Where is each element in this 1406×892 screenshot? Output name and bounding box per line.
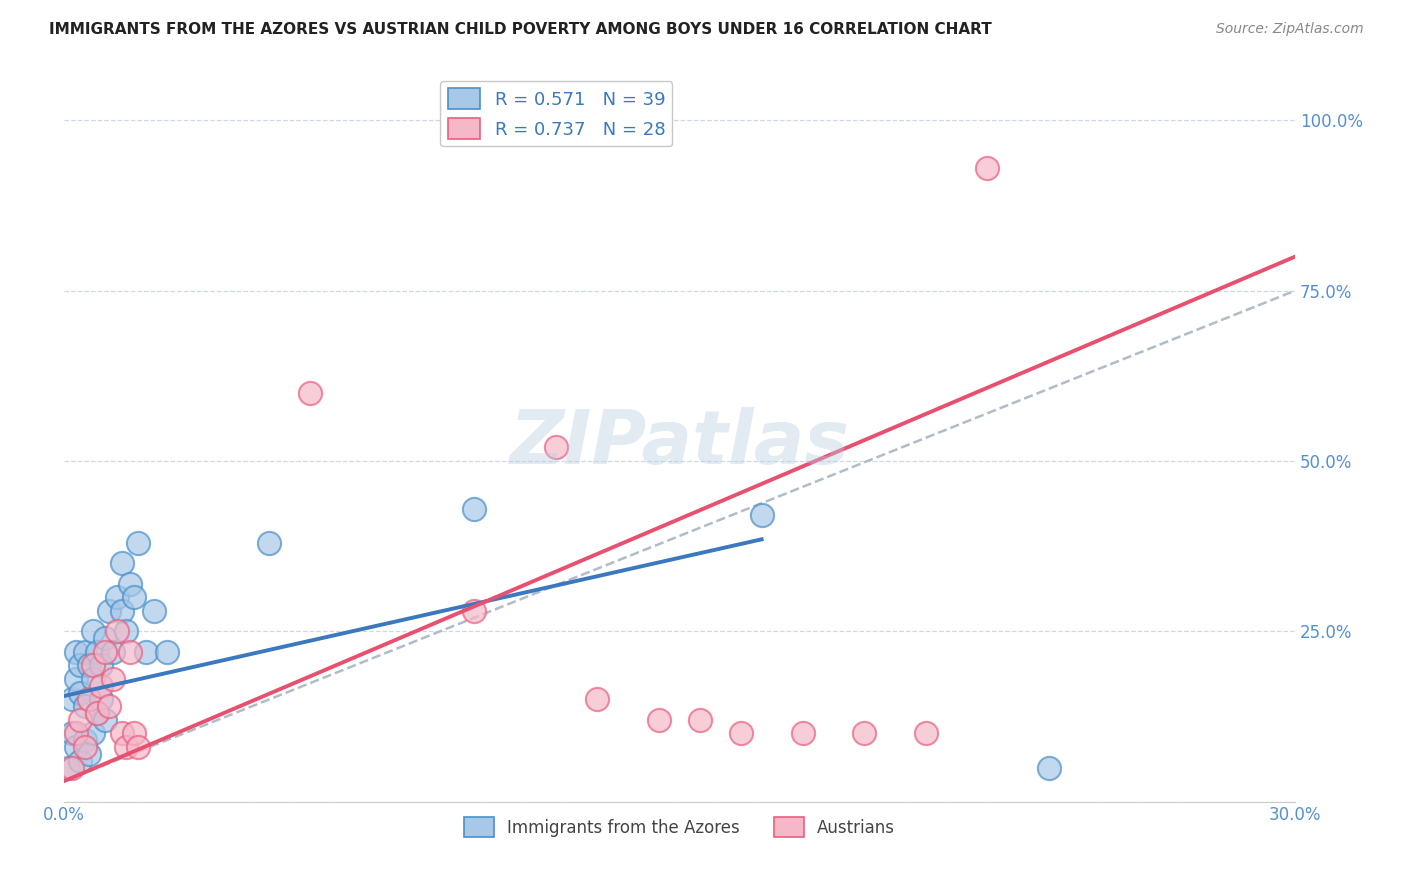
Point — [65, 672, 87, 686]
Text: ZIPatlas: ZIPatlas — [509, 408, 849, 481]
Point — [463, 501, 485, 516]
Point — [648, 713, 671, 727]
Point — [105, 624, 128, 639]
Point — [65, 726, 87, 740]
Point — [82, 624, 104, 639]
Point — [103, 645, 125, 659]
Point — [65, 645, 87, 659]
Point — [86, 645, 108, 659]
Point — [257, 535, 280, 549]
Point — [77, 658, 100, 673]
Point — [114, 624, 136, 639]
Point — [86, 706, 108, 720]
Point — [110, 604, 132, 618]
Point — [98, 604, 121, 618]
Point — [73, 699, 96, 714]
Point — [156, 645, 179, 659]
Point — [110, 726, 132, 740]
Point — [914, 726, 936, 740]
Point — [90, 658, 112, 673]
Point — [730, 726, 752, 740]
Point — [98, 699, 121, 714]
Point — [77, 692, 100, 706]
Point — [1038, 760, 1060, 774]
Point — [546, 441, 568, 455]
Point — [127, 535, 149, 549]
Point — [463, 604, 485, 618]
Point — [94, 631, 117, 645]
Point — [69, 685, 91, 699]
Point — [65, 740, 87, 755]
Point — [82, 658, 104, 673]
Point — [586, 692, 609, 706]
Point — [56, 760, 79, 774]
Point — [689, 713, 711, 727]
Point — [110, 556, 132, 570]
Point — [69, 658, 91, 673]
Point — [792, 726, 814, 740]
Point — [94, 645, 117, 659]
Point — [90, 692, 112, 706]
Point — [135, 645, 157, 659]
Point — [69, 754, 91, 768]
Legend: Immigrants from the Azores, Austrians: Immigrants from the Azores, Austrians — [457, 811, 901, 843]
Point — [127, 740, 149, 755]
Point — [751, 508, 773, 523]
Point — [73, 733, 96, 747]
Point — [73, 645, 96, 659]
Point — [143, 604, 166, 618]
Point — [73, 740, 96, 755]
Point — [299, 385, 322, 400]
Point — [118, 645, 141, 659]
Point — [69, 713, 91, 727]
Point — [60, 692, 83, 706]
Point — [118, 576, 141, 591]
Point — [976, 161, 998, 175]
Point — [82, 726, 104, 740]
Text: IMMIGRANTS FROM THE AZORES VS AUSTRIAN CHILD POVERTY AMONG BOYS UNDER 16 CORRELA: IMMIGRANTS FROM THE AZORES VS AUSTRIAN C… — [49, 22, 993, 37]
Point — [853, 726, 876, 740]
Point — [77, 747, 100, 761]
Point — [60, 760, 83, 774]
Point — [94, 713, 117, 727]
Point — [114, 740, 136, 755]
Point — [103, 672, 125, 686]
Point — [105, 591, 128, 605]
Point — [86, 706, 108, 720]
Point — [122, 726, 145, 740]
Point — [90, 679, 112, 693]
Point — [122, 591, 145, 605]
Point — [60, 726, 83, 740]
Point — [82, 672, 104, 686]
Text: Source: ZipAtlas.com: Source: ZipAtlas.com — [1216, 22, 1364, 37]
